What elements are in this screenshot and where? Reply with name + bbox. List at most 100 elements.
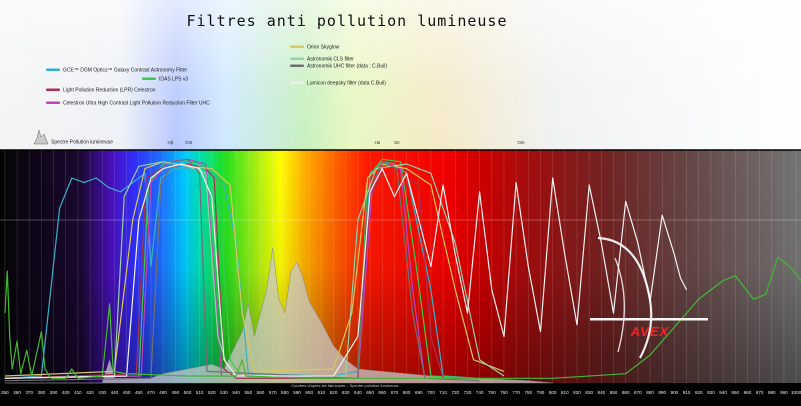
x-tick-label: 420 <box>86 390 94 395</box>
source-note: Courbes d'après les fabricants – Spectre… <box>291 383 399 388</box>
legend-label: IDAS LPS v3 <box>159 77 188 83</box>
x-tick-label: 860 <box>622 390 630 395</box>
series-4-line <box>4 161 505 377</box>
x-tick-label: 760 <box>500 390 508 395</box>
x-tick-label: 990 <box>780 390 788 395</box>
svg-text:AVEX: AVEX <box>630 324 670 339</box>
header-fade <box>0 0 801 150</box>
x-tick-label: 610 <box>318 390 326 395</box>
title-group: Filtres anti pollution lumineuse <box>187 12 508 30</box>
x-tick-label: 900 <box>671 390 679 395</box>
legend-swatch <box>290 57 304 60</box>
series-lines <box>4 158 801 382</box>
x-tick-label: 830 <box>585 390 593 395</box>
x-tick-label: 630 <box>342 390 350 395</box>
x-tick-label: 450 <box>123 390 131 395</box>
x-tick-label: 730 <box>464 390 472 395</box>
legend-label: Astronomik UHC filter (data : C.Buil) <box>307 64 387 70</box>
legend-label: Orion Skyglow <box>307 45 340 51</box>
x-tick-label: 720 <box>451 390 459 395</box>
series-8-area <box>4 247 553 384</box>
x-tick-label: 500 <box>184 390 192 395</box>
x-tick-label: 950 <box>731 390 739 395</box>
x-tick-label: 690 <box>415 390 423 395</box>
x-tick-label: 660 <box>378 390 386 395</box>
x-tick-label: 580 <box>281 390 289 395</box>
legend-swatch <box>290 45 304 48</box>
x-tick-label: 520 <box>208 390 216 395</box>
legend-label: Lumicon deepsky filter (data C.Buil) <box>307 81 386 87</box>
emission-line-labels: Hβ OIII Hα SII OIII <box>168 140 525 145</box>
x-tick-label: 790 <box>537 390 545 395</box>
x-tick-label: 650 <box>366 390 374 395</box>
legend-label: Celestron Ultra High Contrast Light Poll… <box>63 101 210 107</box>
x-tick-label: 980 <box>768 390 776 395</box>
avex-logo: AVEX <box>590 236 708 359</box>
legend-label: Spectre Pollution lumineuse <box>51 140 113 146</box>
x-tick-label: 560 <box>257 390 265 395</box>
light-pollution-spectrum <box>4 247 553 384</box>
x-tick-label: 510 <box>196 390 204 395</box>
x-tick-label: 430 <box>98 390 106 395</box>
x-tick-label: 480 <box>159 390 167 395</box>
series-6-line <box>4 158 480 382</box>
x-tick-label: 350 <box>1 390 9 395</box>
x-tick-label: 440 <box>111 390 119 395</box>
legend-swatch <box>46 68 60 71</box>
x-tick-label: 770 <box>512 390 520 395</box>
legend-swatch <box>142 77 156 80</box>
x-tick-label: 600 <box>305 390 313 395</box>
x-tick-label: 490 <box>171 390 179 395</box>
x-tick-label: 890 <box>658 390 666 395</box>
chart-title: Filtres anti pollution lumineuse <box>187 12 508 30</box>
x-tick-label: 640 <box>354 390 362 395</box>
series-7-line <box>4 163 688 379</box>
x-tick-label: 920 <box>695 390 703 395</box>
x-tick-label: 550 <box>244 390 252 395</box>
x-tick-label: 710 <box>439 390 447 395</box>
legend-swatch <box>46 101 60 104</box>
emission-label: OIII <box>517 140 524 145</box>
x-tick-label: 590 <box>293 390 301 395</box>
emission-label: Hα <box>374 140 380 145</box>
legend-swatch <box>33 129 49 145</box>
x-tick-label: 460 <box>135 390 143 395</box>
x-tick-label: 380 <box>38 390 46 395</box>
x-axis-ticks: 350 360 370 380 390 400 410 420 430 440 450 460 470 4… <box>1 390 801 395</box>
x-tick-label: 780 <box>524 390 532 395</box>
x-tick-label: 620 <box>330 390 338 395</box>
x-tick-label: 940 <box>719 390 727 395</box>
x-tick-label: 570 <box>269 390 277 395</box>
x-tick-label: 670 <box>391 390 399 395</box>
x-tick-label: 750 <box>488 390 496 395</box>
x-tick-label: 930 <box>707 390 715 395</box>
x-tick-label: 960 <box>744 390 752 395</box>
legend-label: Astronomik CLS filter <box>307 57 354 63</box>
x-tick-label: 540 <box>232 390 240 395</box>
x-tick-label: 810 <box>561 390 569 395</box>
x-tick-label: 530 <box>220 390 228 395</box>
legend-label: GCE™ DGM Optics™ Galaxy Contrast Astrono… <box>63 68 188 74</box>
x-tick-label: 410 <box>74 390 82 395</box>
legend-swatch <box>290 64 304 67</box>
x-tick-label: 370 <box>25 390 33 395</box>
legend-swatch <box>46 88 60 91</box>
x-tick-label: 400 <box>62 390 70 395</box>
x-tick-label: 800 <box>549 390 557 395</box>
x-tick-label: 680 <box>403 390 411 395</box>
x-tick-label: 870 <box>634 390 642 395</box>
x-tick-label: 880 <box>646 390 654 395</box>
x-tick-label: 850 <box>610 390 618 395</box>
emission-label: OIII <box>185 140 192 145</box>
spectrum-lower-shade <box>0 150 801 383</box>
series-9-line <box>4 256 801 379</box>
legend-label: Light Pollution Reduction (LPR) Celestro… <box>63 88 156 94</box>
emission-label: Hβ <box>168 140 174 145</box>
axis-band <box>0 383 801 406</box>
x-tick-label: 470 <box>147 390 155 395</box>
x-tick-label: 910 <box>683 390 691 395</box>
x-tick-label: 970 <box>756 390 764 395</box>
x-tick-label: 360 <box>13 390 21 395</box>
legend-swatch <box>290 81 304 84</box>
